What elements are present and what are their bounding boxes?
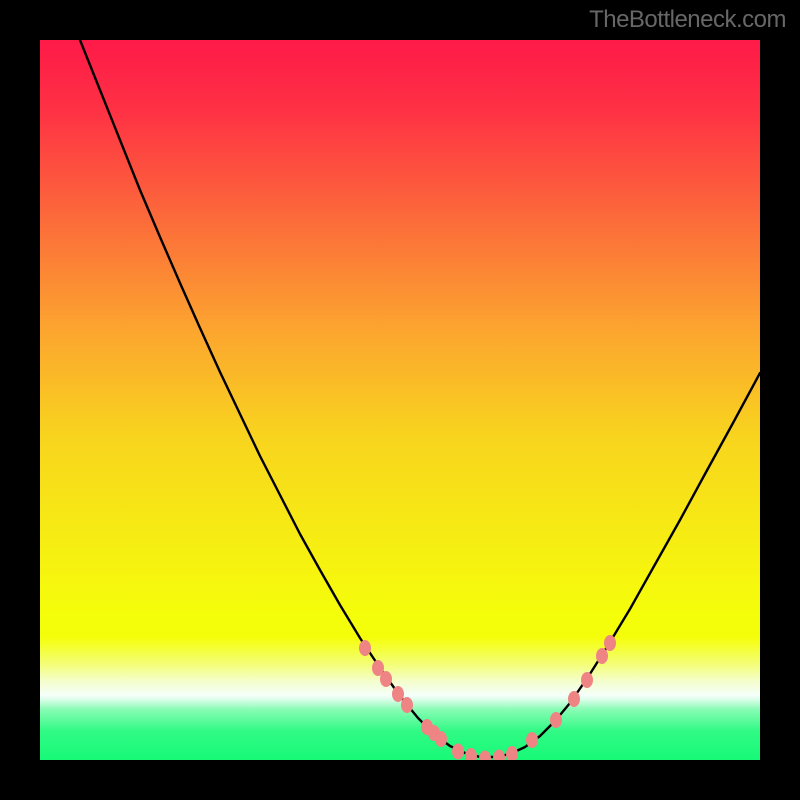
highlight-dot [526,732,538,748]
highlight-dot [452,744,464,760]
highlight-dot [359,640,371,656]
plot-background [40,40,760,760]
highlight-dot [550,712,562,728]
highlight-dot [604,635,616,651]
highlight-dot [392,686,404,702]
plot-svg [40,40,760,760]
highlight-dot [380,671,392,687]
watermark: TheBottleneck.com [589,6,786,34]
highlight-dot [581,672,593,688]
highlight-dot [435,731,447,747]
plot-area [40,40,760,760]
highlight-dot [401,697,413,713]
highlight-dot [596,648,608,664]
highlight-dot [568,691,580,707]
